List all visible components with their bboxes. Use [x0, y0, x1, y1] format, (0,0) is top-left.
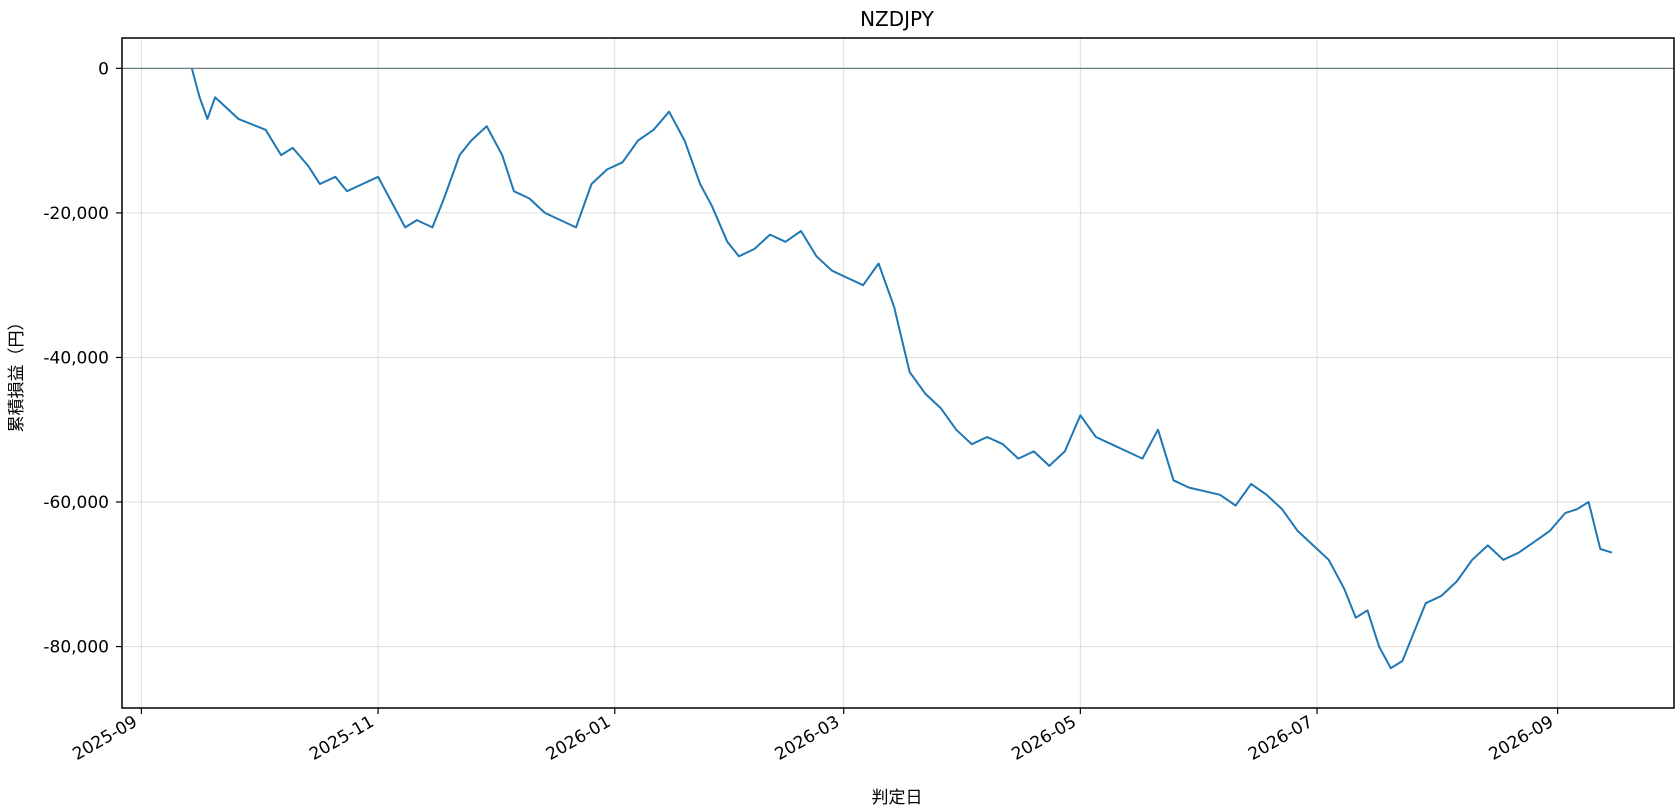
y-tick-label: -80,000 [43, 638, 109, 658]
y-tick-label: -60,000 [43, 493, 109, 513]
chart-title: NZDJPY [860, 7, 935, 31]
series-line-group [190, 68, 1613, 670]
y-tick-label: -40,000 [43, 348, 109, 368]
x-tick-label: 2026-05 [1008, 712, 1080, 765]
x-axis-label: 判定日 [872, 788, 923, 808]
x-tick-label: 2026-09 [1486, 712, 1558, 765]
x-tick-label: 2026-01 [543, 712, 615, 765]
plot-frame [121, 37, 1675, 709]
series-line [190, 68, 1613, 670]
x-tick-label: 2025-09 [69, 712, 141, 765]
x-tick-label: 2025-11 [306, 712, 378, 765]
y-axis: 0 -20,000 -40,000 -60,000 -80,000 [43, 59, 122, 658]
y-axis-label: 累積損益（円） [7, 314, 27, 433]
x-axis: 2025-09 2025-11 2026-01 2026-03 2026-05 2026-… [69, 708, 1559, 765]
x-tick-label: 2026-07 [1245, 712, 1317, 765]
y-tick-label: -20,000 [43, 204, 109, 224]
x-tick-label: 2026-03 [772, 712, 844, 765]
grid [122, 38, 1674, 708]
y-tick-label: 0 [98, 59, 109, 79]
